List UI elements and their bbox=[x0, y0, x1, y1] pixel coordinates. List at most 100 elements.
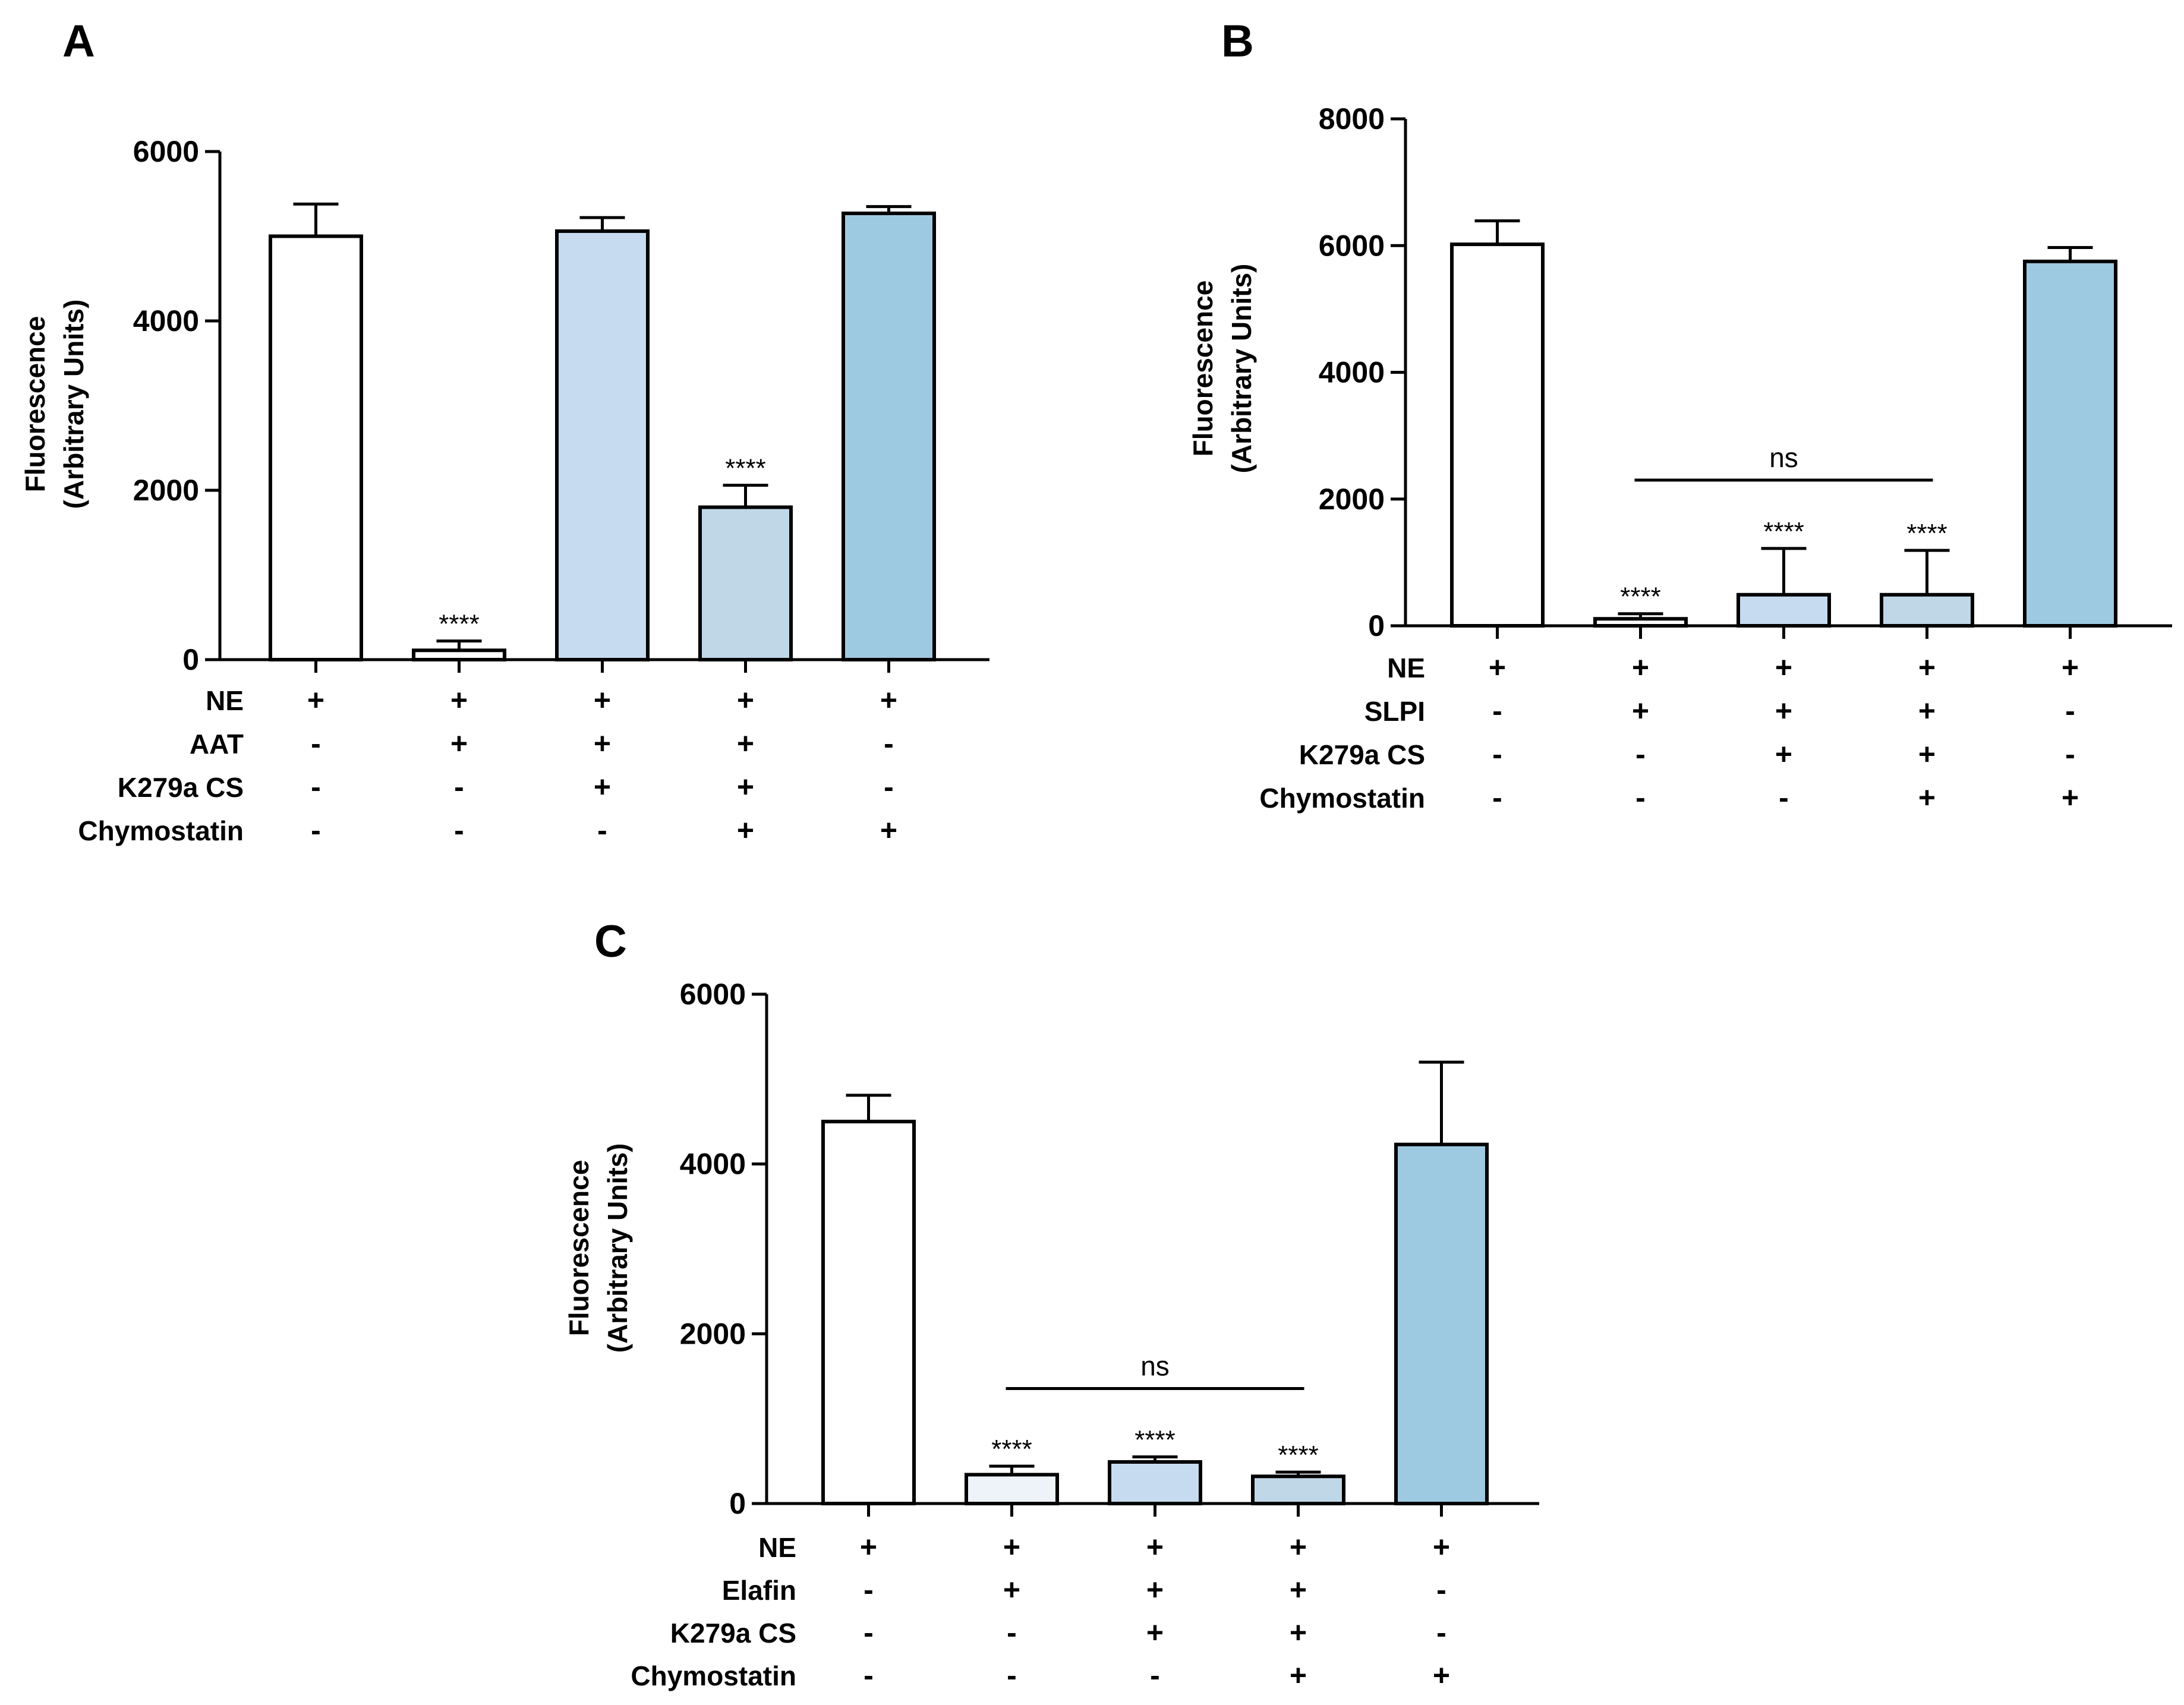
bar bbox=[2023, 259, 2117, 628]
condition-sign: - bbox=[311, 814, 321, 847]
condition-row-label: Elafin bbox=[722, 1575, 796, 1606]
bar bbox=[412, 648, 506, 661]
condition-sign: + bbox=[1632, 651, 1649, 684]
condition-sign: + bbox=[450, 727, 468, 760]
bar bbox=[842, 212, 936, 661]
condition-sign: + bbox=[1489, 651, 1506, 684]
condition-sign: - bbox=[311, 727, 321, 760]
condition-sign: + bbox=[1003, 1530, 1020, 1564]
bar bbox=[1450, 242, 1545, 628]
condition-sign: + bbox=[1433, 1530, 1450, 1564]
y-axis-label: (Arbitrary Units) bbox=[58, 300, 89, 509]
condition-sign: + bbox=[594, 683, 611, 717]
bar bbox=[1108, 1460, 1202, 1506]
condition-sign: - bbox=[1436, 1573, 1446, 1606]
condition-sign: + bbox=[1918, 781, 1936, 814]
condition-sign: + bbox=[1775, 651, 1792, 684]
y-tick-label: 6000 bbox=[680, 978, 746, 1011]
condition-sign: - bbox=[1635, 738, 1646, 771]
condition-sign: - bbox=[1635, 781, 1646, 814]
condition-sign: - bbox=[2065, 738, 2075, 771]
bar bbox=[965, 1473, 1059, 1506]
y-tick-label: 4000 bbox=[1319, 356, 1385, 389]
condition-sign: - bbox=[863, 1573, 874, 1606]
condition-sign: - bbox=[863, 1659, 874, 1692]
y-tick-label: 2000 bbox=[1319, 483, 1385, 516]
panel-letter: B bbox=[1221, 16, 1254, 67]
significance-label: **** bbox=[1620, 582, 1661, 612]
condition-sign: + bbox=[880, 814, 897, 847]
condition-row-label: Chymostatin bbox=[631, 1660, 796, 1691]
condition-sign: - bbox=[1007, 1616, 1017, 1649]
y-axis-label: Fluorescence bbox=[20, 316, 51, 493]
condition-sign: + bbox=[880, 683, 897, 717]
condition-sign: - bbox=[884, 770, 894, 803]
y-tick-label: 0 bbox=[1368, 609, 1385, 642]
condition-sign: + bbox=[1003, 1573, 1020, 1606]
condition-sign: - bbox=[1492, 694, 1502, 727]
condition-sign: + bbox=[2062, 781, 2079, 814]
panel-letter: A bbox=[62, 16, 95, 67]
condition-sign: + bbox=[1918, 694, 1936, 727]
significance-label: **** bbox=[1134, 1425, 1175, 1454]
condition-sign: + bbox=[1146, 1573, 1164, 1606]
condition-sign: - bbox=[597, 814, 607, 847]
y-tick-label: 0 bbox=[182, 643, 199, 676]
ns-label: ns bbox=[1140, 1350, 1170, 1381]
condition-sign: - bbox=[454, 770, 464, 803]
significance-label: **** bbox=[439, 610, 480, 639]
significance-label: **** bbox=[1906, 519, 1947, 548]
condition-sign: + bbox=[594, 770, 611, 803]
condition-row-label: AAT bbox=[190, 729, 244, 759]
condition-sign: + bbox=[1433, 1659, 1450, 1692]
condition-sign: - bbox=[311, 770, 321, 803]
condition-sign: - bbox=[454, 814, 464, 847]
condition-sign: - bbox=[884, 727, 894, 760]
bar bbox=[821, 1120, 916, 1505]
condition-sign: + bbox=[450, 683, 468, 717]
bar bbox=[1593, 617, 1688, 628]
condition-row-label: NE bbox=[758, 1532, 796, 1563]
bar bbox=[1251, 1474, 1345, 1505]
bar bbox=[1880, 593, 1974, 628]
condition-row-label: Chymostatin bbox=[1259, 783, 1425, 814]
condition-sign: + bbox=[1146, 1616, 1164, 1649]
y-tick-label: 6000 bbox=[133, 135, 199, 168]
condition-sign: + bbox=[307, 683, 324, 717]
y-tick-label: 8000 bbox=[1319, 102, 1385, 135]
condition-sign: + bbox=[860, 1530, 877, 1564]
significance-label: **** bbox=[725, 453, 766, 483]
condition-row-label: K279a CS bbox=[670, 1618, 796, 1649]
y-tick-label: 0 bbox=[729, 1487, 746, 1520]
condition-row-label: NE bbox=[206, 685, 244, 716]
condition-sign: - bbox=[1150, 1659, 1160, 1692]
y-axis-label: (Arbitrary Units) bbox=[1226, 264, 1257, 474]
bar bbox=[1737, 593, 1831, 628]
panel-b: B Fluorescence (Arbitrary Units) 0 2000 4000 6… bbox=[1187, 16, 2172, 814]
bar bbox=[698, 505, 793, 661]
significance-label: **** bbox=[991, 1435, 1032, 1464]
condition-sign: + bbox=[737, 683, 754, 717]
condition-sign: + bbox=[1775, 738, 1792, 771]
condition-sign: + bbox=[1632, 694, 1649, 727]
condition-row-label: NE bbox=[1387, 653, 1425, 683]
condition-sign: + bbox=[1290, 1616, 1307, 1649]
bar bbox=[555, 229, 650, 661]
y-tick-label: 6000 bbox=[1319, 229, 1385, 262]
condition-sign: + bbox=[737, 814, 754, 847]
y-axis-label: Fluorescence bbox=[563, 1160, 594, 1337]
y-axis-label: Fluorescence bbox=[1187, 281, 1218, 457]
panel-a: A Fluorescence (Arbitrary Units) 0 2000 4000 6… bbox=[20, 16, 989, 847]
y-tick-label: 2000 bbox=[680, 1317, 746, 1350]
panel-letter: C bbox=[594, 916, 627, 967]
y-tick-label: 4000 bbox=[680, 1148, 746, 1181]
condition-sign: + bbox=[1918, 651, 1936, 684]
condition-sign: - bbox=[2065, 694, 2075, 727]
bar bbox=[269, 234, 363, 661]
condition-row-label: SLPI bbox=[1364, 696, 1425, 727]
y-axis-label: (Arbitrary Units) bbox=[602, 1143, 633, 1353]
condition-sign: + bbox=[737, 770, 754, 803]
condition-sign: - bbox=[1007, 1659, 1017, 1692]
